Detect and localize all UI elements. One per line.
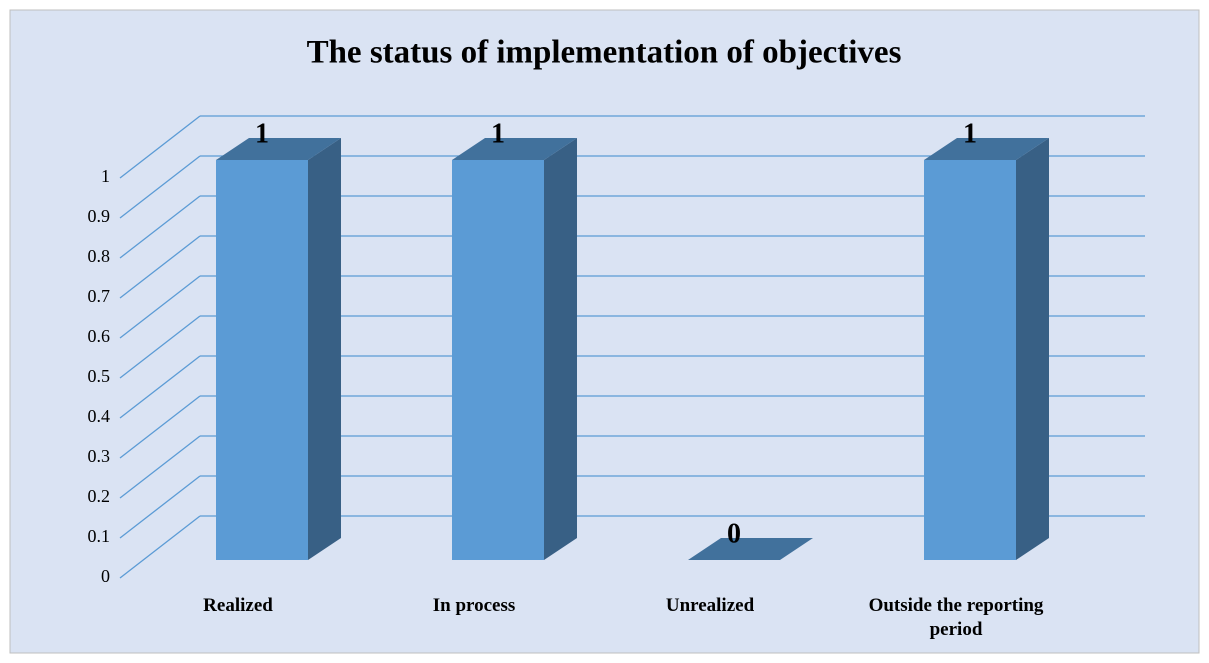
grid-line <box>119 355 201 419</box>
bar <box>216 138 341 560</box>
y-tick-label: 0.1 <box>88 526 111 546</box>
grid-line <box>119 315 201 379</box>
y-tick-label: 0.5 <box>88 366 111 386</box>
y-tick-label: 0.6 <box>88 326 111 346</box>
x-tick-label: In process <box>432 595 516 616</box>
bar-side <box>1016 138 1049 560</box>
data-label: 1 <box>491 118 505 149</box>
y-tick-label: 0.9 <box>88 206 111 226</box>
grid-line <box>119 235 201 299</box>
bar <box>452 138 577 560</box>
x-tick-label: Unrealized <box>665 595 755 616</box>
bar-top <box>688 538 813 560</box>
y-tick-label: 1 <box>101 166 110 186</box>
bar <box>924 138 1049 560</box>
bar-side <box>544 138 577 560</box>
y-tick-label: 0.4 <box>88 406 111 426</box>
bar-top <box>452 138 577 160</box>
y-tick-label: 0 <box>101 566 110 586</box>
bar-front <box>452 160 544 560</box>
bar-front <box>924 160 1016 560</box>
grid-line <box>119 515 201 579</box>
bar-top <box>924 138 1049 160</box>
grid-line <box>119 435 201 499</box>
grid-line <box>119 155 201 219</box>
y-tick-label: 0.8 <box>88 246 111 266</box>
data-label: 1 <box>255 118 269 149</box>
bar-front <box>216 160 308 560</box>
grid-line <box>119 475 201 539</box>
grid-line <box>119 115 201 179</box>
data-label: 0 <box>727 518 741 549</box>
grid-line <box>119 395 201 459</box>
bar-side <box>308 138 341 560</box>
y-tick-label: 0.2 <box>88 486 111 506</box>
x-tick-label: Realized <box>203 595 273 616</box>
chart-title: The status of implementation of objectiv… <box>307 35 902 71</box>
bar-top <box>216 138 341 160</box>
bar <box>688 538 813 560</box>
grid-line <box>119 195 201 259</box>
y-tick-label: 0.3 <box>88 446 111 466</box>
y-tick-label: 0.7 <box>88 286 111 306</box>
grid-line <box>119 275 201 339</box>
data-label: 1 <box>963 118 977 149</box>
x-tick-label: Outside the reporting period <box>868 595 1044 640</box>
